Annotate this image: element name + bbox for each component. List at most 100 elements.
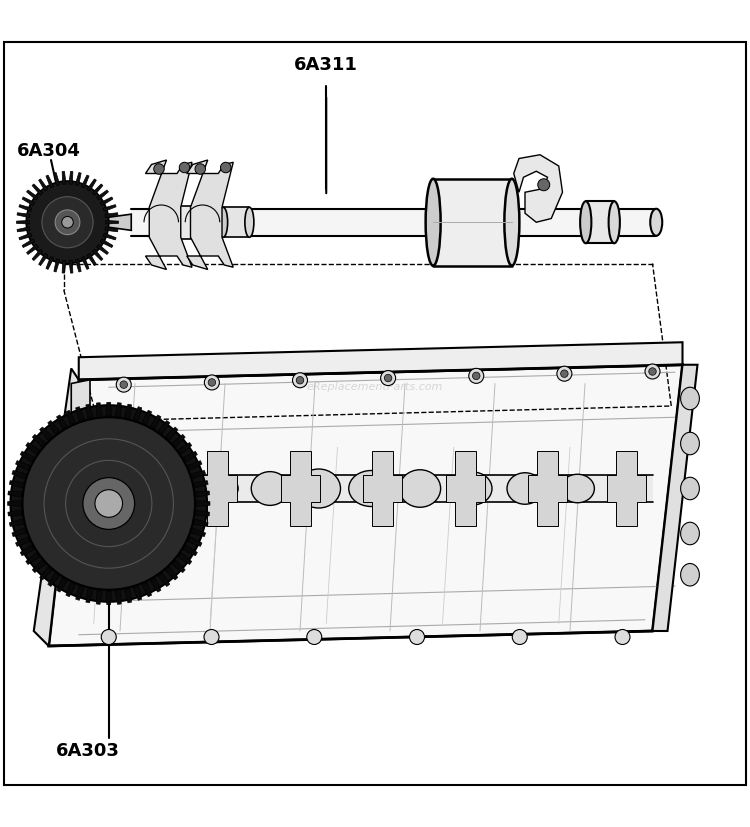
Circle shape — [95, 490, 122, 518]
Polygon shape — [134, 407, 142, 421]
Polygon shape — [32, 249, 43, 261]
Polygon shape — [75, 259, 81, 272]
Polygon shape — [514, 155, 562, 222]
Circle shape — [204, 629, 219, 644]
Ellipse shape — [349, 471, 394, 506]
Polygon shape — [196, 491, 210, 497]
Ellipse shape — [219, 208, 228, 237]
Polygon shape — [106, 221, 118, 224]
Polygon shape — [158, 573, 170, 586]
Polygon shape — [150, 415, 161, 429]
Polygon shape — [16, 221, 29, 224]
Polygon shape — [652, 365, 698, 631]
Polygon shape — [12, 528, 26, 537]
Polygon shape — [97, 190, 109, 200]
Bar — [224, 208, 249, 237]
Polygon shape — [40, 427, 52, 440]
Polygon shape — [46, 256, 54, 270]
Polygon shape — [172, 560, 185, 572]
Text: 6A311: 6A311 — [294, 56, 358, 74]
Ellipse shape — [164, 206, 173, 239]
Ellipse shape — [504, 179, 519, 265]
Text: 6A303: 6A303 — [56, 742, 120, 760]
Polygon shape — [26, 552, 40, 565]
Circle shape — [220, 162, 231, 173]
Polygon shape — [8, 500, 21, 506]
Polygon shape — [26, 190, 38, 200]
Ellipse shape — [611, 476, 641, 502]
Circle shape — [179, 162, 190, 173]
Circle shape — [512, 629, 527, 644]
Circle shape — [410, 629, 424, 644]
Circle shape — [101, 629, 116, 644]
Polygon shape — [92, 184, 103, 195]
Polygon shape — [66, 410, 76, 424]
Bar — [433, 179, 512, 265]
Circle shape — [469, 368, 484, 384]
Ellipse shape — [244, 208, 254, 237]
Polygon shape — [142, 582, 152, 597]
Polygon shape — [19, 204, 32, 212]
Polygon shape — [446, 451, 485, 526]
Polygon shape — [39, 253, 48, 265]
Polygon shape — [81, 256, 89, 270]
Polygon shape — [124, 404, 132, 418]
Circle shape — [10, 405, 207, 602]
Polygon shape — [198, 451, 237, 526]
Text: 6A304: 6A304 — [16, 142, 80, 160]
Circle shape — [154, 164, 164, 174]
Polygon shape — [187, 160, 233, 270]
Polygon shape — [26, 244, 38, 255]
Ellipse shape — [426, 179, 441, 265]
Circle shape — [538, 179, 550, 191]
Ellipse shape — [560, 474, 594, 503]
Ellipse shape — [681, 387, 699, 409]
Polygon shape — [166, 566, 178, 580]
Circle shape — [556, 366, 572, 381]
Polygon shape — [92, 249, 103, 261]
Bar — [586, 201, 614, 243]
Polygon shape — [96, 590, 102, 605]
Polygon shape — [71, 380, 124, 492]
Polygon shape — [75, 173, 81, 185]
Polygon shape — [22, 197, 34, 206]
Ellipse shape — [681, 477, 699, 500]
Polygon shape — [69, 261, 73, 273]
Circle shape — [645, 364, 660, 379]
Polygon shape — [56, 415, 68, 429]
Ellipse shape — [453, 472, 492, 505]
Polygon shape — [196, 510, 210, 516]
Circle shape — [307, 629, 322, 644]
Polygon shape — [48, 573, 59, 586]
Polygon shape — [20, 452, 34, 462]
Ellipse shape — [297, 469, 340, 508]
Circle shape — [292, 373, 308, 388]
Polygon shape — [100, 239, 113, 247]
Polygon shape — [134, 586, 142, 600]
Polygon shape — [105, 214, 131, 231]
Polygon shape — [8, 510, 22, 516]
Polygon shape — [87, 253, 96, 265]
Polygon shape — [191, 471, 206, 479]
Polygon shape — [56, 578, 68, 592]
Polygon shape — [87, 179, 96, 191]
Polygon shape — [66, 582, 76, 597]
Polygon shape — [280, 451, 320, 526]
Polygon shape — [8, 491, 22, 497]
Polygon shape — [106, 591, 112, 605]
Polygon shape — [150, 578, 161, 592]
Circle shape — [120, 381, 128, 389]
Polygon shape — [100, 197, 113, 206]
Polygon shape — [105, 227, 118, 232]
Polygon shape — [194, 519, 208, 527]
Circle shape — [381, 370, 396, 385]
Circle shape — [560, 370, 568, 377]
Ellipse shape — [681, 522, 699, 545]
Polygon shape — [76, 407, 84, 421]
Polygon shape — [62, 171, 66, 184]
Polygon shape — [188, 461, 202, 471]
Ellipse shape — [101, 218, 109, 227]
Polygon shape — [79, 342, 682, 380]
Polygon shape — [97, 244, 109, 255]
Polygon shape — [9, 519, 23, 527]
